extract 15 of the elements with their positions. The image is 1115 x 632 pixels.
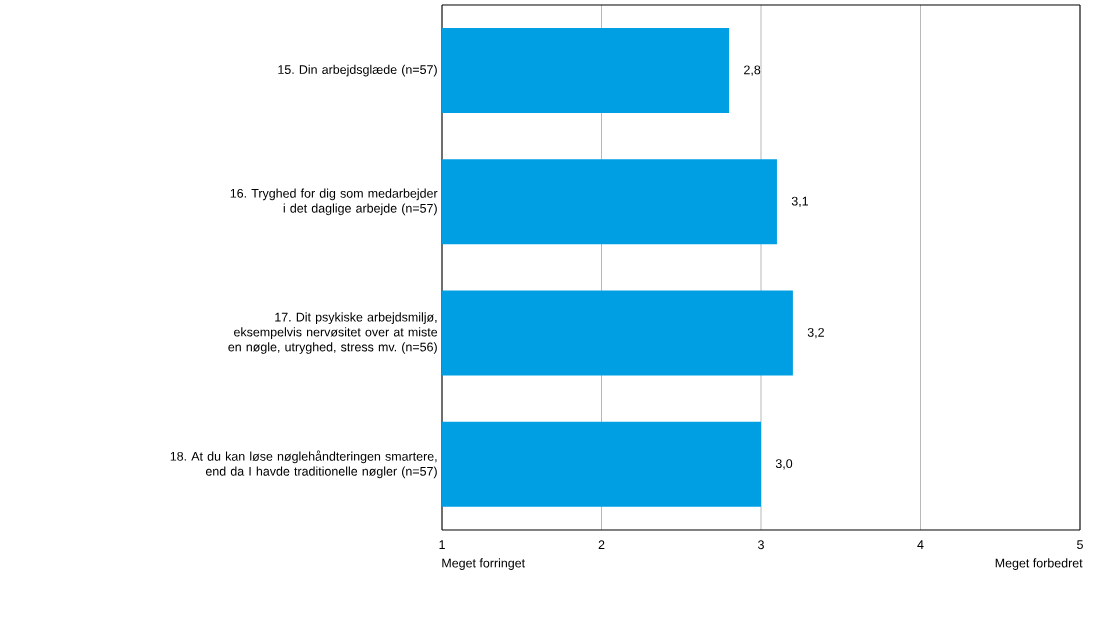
- y-tick-label: 16. Tryghed for dig som medarbejder i det daglige arbejde (n=57): [230, 188, 438, 216]
- x-tick-label: 2: [598, 540, 605, 550]
- data-label: 2,8: [744, 65, 761, 76]
- text: Meget forringet: [442, 558, 526, 570]
- x-tick-label: 4: [917, 540, 924, 549]
- data-label: 3,2: [807, 327, 824, 339]
- text: Meget forbedret: [995, 558, 1083, 570]
- y-tick-label: 18. At du kan løse nøglehåndteringen smartere, end da I havde traditionelle nøgler (n=57): [170, 450, 437, 479]
- x-tick-label: 5: [1077, 540, 1083, 550]
- x-tick-label: 3: [758, 540, 764, 550]
- data-label: 3,1: [791, 196, 808, 208]
- data-label: 3,0: [775, 459, 793, 470]
- y-tick-label: 17. Dit psykiske arbejdsmiljø, eksempelvis nervøsitet over at miste en nøgle, utryghed, stress mv. (n=56): [228, 312, 438, 354]
- x-tick-label: 1: [439, 540, 445, 549]
- y-tick-label: 15. Din arbejdsglæde (n=57): [278, 64, 437, 77]
